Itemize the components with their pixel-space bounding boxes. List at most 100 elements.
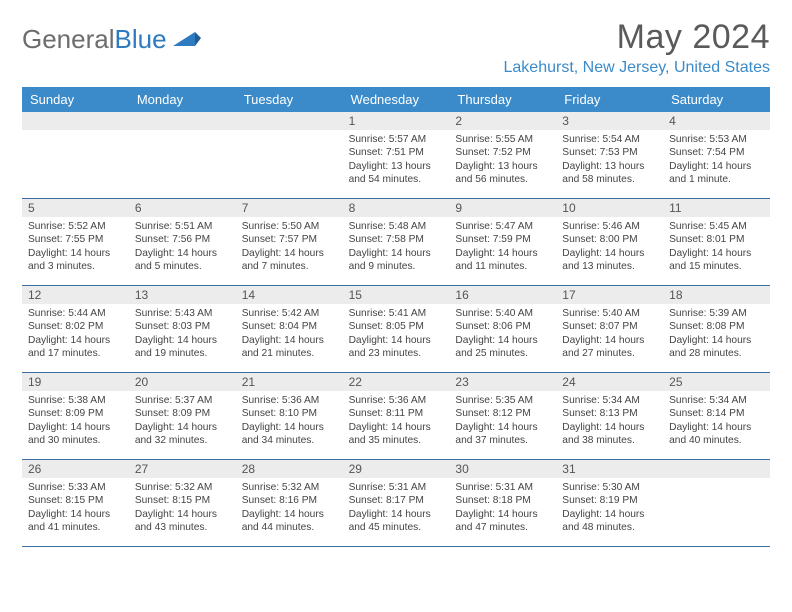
day-body: Sunrise: 5:52 AMSunset: 7:55 PMDaylight:… [22, 217, 129, 278]
day-number: 13 [129, 286, 236, 304]
sunrise-text: Sunrise: 5:37 AM [135, 394, 230, 407]
day-number: 29 [343, 460, 450, 478]
sunset-text: Sunset: 8:11 PM [349, 407, 444, 420]
day-body: Sunrise: 5:43 AMSunset: 8:03 PMDaylight:… [129, 304, 236, 365]
sunset-text: Sunset: 8:00 PM [562, 233, 657, 246]
sunset-text: Sunset: 7:53 PM [562, 146, 657, 159]
day-cell: 4Sunrise: 5:53 AMSunset: 7:54 PMDaylight… [663, 112, 770, 198]
sunset-text: Sunset: 8:17 PM [349, 494, 444, 507]
weeks-container: 1Sunrise: 5:57 AMSunset: 7:51 PMDaylight… [22, 112, 770, 547]
day-cell: 25 Sunrise: 5:34 AMSunset: 8:14 PMDayligh… [663, 373, 770, 459]
daylight-text: Daylight: 14 hours and 41 minutes. [28, 508, 123, 535]
sunset-text: Sunset: 7:56 PM [135, 233, 230, 246]
weekday-header: Thursday [449, 87, 556, 112]
daylight-text: Daylight: 13 hours and 56 minutes. [455, 160, 550, 187]
weekday-header: Sunday [22, 87, 129, 112]
day-body [236, 130, 343, 190]
daylight-text: Daylight: 14 hours and 3 minutes. [28, 247, 123, 274]
sunrise-text: Sunrise: 5:36 AM [242, 394, 337, 407]
sunrise-text: Sunrise: 5:34 AM [669, 394, 764, 407]
sunrise-text: Sunrise: 5:45 AM [669, 220, 764, 233]
sunset-text: Sunset: 8:14 PM [669, 407, 764, 420]
day-number: 15 [343, 286, 450, 304]
logo-text-2: Blue [115, 24, 167, 55]
daylight-text: Daylight: 14 hours and 28 minutes. [669, 334, 764, 361]
sunrise-text: Sunrise: 5:35 AM [455, 394, 550, 407]
sunset-text: Sunset: 8:12 PM [455, 407, 550, 420]
sunrise-text: Sunrise: 5:50 AM [242, 220, 337, 233]
sunset-text: Sunset: 7:52 PM [455, 146, 550, 159]
daylight-text: Daylight: 14 hours and 47 minutes. [455, 508, 550, 535]
day-cell: 11Sunrise: 5:45 AMSunset: 8:01 PMDayligh… [663, 199, 770, 285]
daylight-text: Daylight: 14 hours and 40 minutes. [669, 421, 764, 448]
daylight-text: Daylight: 14 hours and 13 minutes. [562, 247, 657, 274]
day-body: Sunrise: 5:42 AMSunset: 8:04 PMDaylight:… [236, 304, 343, 365]
week-row: 19Sunrise: 5:38 AMSunset: 8:09 PMDayligh… [22, 373, 770, 460]
sunset-text: Sunset: 8:10 PM [242, 407, 337, 420]
day-body: Sunrise: 5:38 AMSunset: 8:09 PMDaylight:… [22, 391, 129, 452]
day-body: Sunrise: 5:37 AMSunset: 8:09 PMDaylight:… [129, 391, 236, 452]
day-body: Sunrise: 5:45 AMSunset: 8:01 PMDaylight:… [663, 217, 770, 278]
weekday-header: Friday [556, 87, 663, 112]
day-body [22, 130, 129, 190]
month-title: May 2024 [504, 18, 771, 57]
weekday-row: SundayMondayTuesdayWednesdayThursdayFrid… [22, 87, 770, 112]
sunrise-text: Sunrise: 5:30 AM [562, 481, 657, 494]
daylight-text: Daylight: 14 hours and 7 minutes. [242, 247, 337, 274]
day-number: 23 [449, 373, 556, 391]
day-number: 21 [236, 373, 343, 391]
sunset-text: Sunset: 8:09 PM [135, 407, 230, 420]
day-body: Sunrise: 5:54 AMSunset: 7:53 PMDaylight:… [556, 130, 663, 191]
daylight-text: Daylight: 14 hours and 43 minutes. [135, 508, 230, 535]
sunset-text: Sunset: 8:06 PM [455, 320, 550, 333]
sunset-text: Sunset: 8:15 PM [28, 494, 123, 507]
day-cell: 16Sunrise: 5:40 AMSunset: 8:06 PMDayligh… [449, 286, 556, 372]
sunset-text: Sunset: 8:01 PM [669, 233, 764, 246]
sunrise-text: Sunrise: 5:31 AM [349, 481, 444, 494]
daylight-text: Daylight: 14 hours and 38 minutes. [562, 421, 657, 448]
week-row: 1Sunrise: 5:57 AMSunset: 7:51 PMDaylight… [22, 112, 770, 199]
sunrise-text: Sunrise: 5:51 AM [135, 220, 230, 233]
day-number: 25 [663, 373, 770, 391]
day-cell: 22Sunrise: 5:36 AMSunset: 8:11 PMDayligh… [343, 373, 450, 459]
day-cell [129, 112, 236, 198]
daylight-text: Daylight: 14 hours and 45 minutes. [349, 508, 444, 535]
day-number: 10 [556, 199, 663, 217]
daylight-text: Daylight: 14 hours and 23 minutes. [349, 334, 444, 361]
day-body: Sunrise: 5:30 AMSunset: 8:19 PMDaylight:… [556, 478, 663, 539]
daylight-text: Daylight: 14 hours and 21 minutes. [242, 334, 337, 361]
day-body: Sunrise: 5:44 AMSunset: 8:02 PMDaylight:… [22, 304, 129, 365]
daylight-text: Daylight: 13 hours and 58 minutes. [562, 160, 657, 187]
day-number [129, 112, 236, 130]
daylight-text: Daylight: 14 hours and 37 minutes. [455, 421, 550, 448]
sunset-text: Sunset: 8:13 PM [562, 407, 657, 420]
location: Lakehurst, New Jersey, United States [504, 59, 771, 77]
day-number: 8 [343, 199, 450, 217]
day-number: 22 [343, 373, 450, 391]
day-cell: 28Sunrise: 5:32 AMSunset: 8:16 PMDayligh… [236, 460, 343, 546]
day-body: Sunrise: 5:40 AMSunset: 8:07 PMDaylight:… [556, 304, 663, 365]
day-body: Sunrise: 5:41 AMSunset: 8:05 PMDaylight:… [343, 304, 450, 365]
sunrise-text: Sunrise: 5:54 AM [562, 133, 657, 146]
sunset-text: Sunset: 8:18 PM [455, 494, 550, 507]
day-cell: 8Sunrise: 5:48 AMSunset: 7:58 PMDaylight… [343, 199, 450, 285]
day-body: Sunrise: 5:46 AMSunset: 8:00 PMDaylight:… [556, 217, 663, 278]
day-cell: 17Sunrise: 5:40 AMSunset: 8:07 PMDayligh… [556, 286, 663, 372]
day-cell: 18Sunrise: 5:39 AMSunset: 8:08 PMDayligh… [663, 286, 770, 372]
day-number: 27 [129, 460, 236, 478]
day-number: 7 [236, 199, 343, 217]
sunrise-text: Sunrise: 5:47 AM [455, 220, 550, 233]
sunset-text: Sunset: 8:05 PM [349, 320, 444, 333]
day-cell: 9Sunrise: 5:47 AMSunset: 7:59 PMDaylight… [449, 199, 556, 285]
daylight-text: Daylight: 14 hours and 5 minutes. [135, 247, 230, 274]
day-body: Sunrise: 5:47 AMSunset: 7:59 PMDaylight:… [449, 217, 556, 278]
day-body: Sunrise: 5:48 AMSunset: 7:58 PMDaylight:… [343, 217, 450, 278]
day-cell: 2Sunrise: 5:55 AMSunset: 7:52 PMDaylight… [449, 112, 556, 198]
day-number: 11 [663, 199, 770, 217]
day-cell [236, 112, 343, 198]
day-cell: 14Sunrise: 5:42 AMSunset: 8:04 PMDayligh… [236, 286, 343, 372]
day-cell: 13Sunrise: 5:43 AMSunset: 8:03 PMDayligh… [129, 286, 236, 372]
logo-text-1: General [22, 24, 115, 55]
day-body: Sunrise: 5:34 AMSunset: 8:13 PMDaylight:… [556, 391, 663, 452]
day-number: 1 [343, 112, 450, 130]
